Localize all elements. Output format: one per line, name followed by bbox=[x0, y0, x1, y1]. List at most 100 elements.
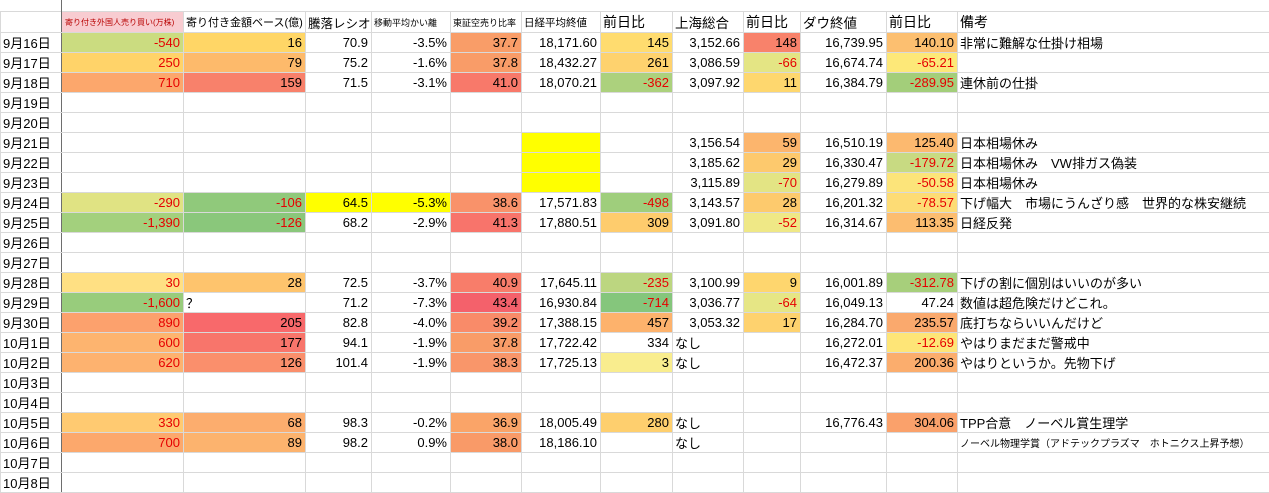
cell-advance-decline-ratio[interactable]: 98.3 bbox=[306, 413, 372, 433]
cell-advance-decline-ratio[interactable]: 71.5 bbox=[306, 73, 372, 93]
cell-nikkei-change[interactable] bbox=[601, 153, 673, 173]
cell-nikkei-change[interactable] bbox=[601, 233, 673, 253]
cell-amount-base[interactable] bbox=[184, 393, 306, 413]
cell-nikkei-close[interactable]: 17,722.42 bbox=[522, 333, 601, 353]
date-cell[interactable]: 9月23日 bbox=[1, 173, 62, 193]
cell-remarks[interactable]: 下げの割に個別はいいのが多い bbox=[958, 273, 1269, 293]
cell-short-selling-ratio[interactable]: 39.2 bbox=[451, 313, 522, 333]
date-cell[interactable]: 10月2日 bbox=[1, 353, 62, 373]
cell-remarks[interactable] bbox=[958, 473, 1269, 493]
cell-remarks[interactable]: やはりというか。先物下げ bbox=[958, 353, 1269, 373]
cell-foreign-trades[interactable] bbox=[62, 473, 184, 493]
cell-dow-close[interactable]: 16,472.37 bbox=[801, 353, 887, 373]
cell-remarks[interactable] bbox=[958, 253, 1269, 273]
cell-shanghai-composite[interactable]: 3,185.62 bbox=[673, 153, 744, 173]
header-foreign-trades[interactable]: 寄り付き外国人売り買い(万株) bbox=[62, 12, 184, 33]
cell-remarks[interactable]: 下げ幅大 市場にうんざり感 世界的な株安継続 bbox=[958, 193, 1269, 213]
cell-short-selling-ratio[interactable] bbox=[451, 253, 522, 273]
cell-shanghai-composite[interactable] bbox=[673, 253, 744, 273]
cell-dow-close[interactable]: 16,739.95 bbox=[801, 33, 887, 53]
cell-dow-change[interactable]: 235.57 bbox=[887, 313, 958, 333]
cell-nikkei-close[interactable] bbox=[522, 233, 601, 253]
cell-ma-divergence[interactable] bbox=[372, 393, 451, 413]
cell-ma-divergence[interactable]: 0.9% bbox=[372, 433, 451, 453]
cell-dow-close[interactable] bbox=[801, 113, 887, 133]
cell-short-selling-ratio[interactable]: 38.3 bbox=[451, 353, 522, 373]
cell-nikkei-change[interactable]: 457 bbox=[601, 313, 673, 333]
cell-dow-close[interactable] bbox=[801, 253, 887, 273]
cell-shanghai-composite[interactable] bbox=[673, 473, 744, 493]
cell-shanghai-change[interactable]: -70 bbox=[744, 173, 801, 193]
cell-dow-close[interactable]: 16,314.67 bbox=[801, 213, 887, 233]
cell-shanghai-composite[interactable] bbox=[673, 113, 744, 133]
cell-ma-divergence[interactable]: -5.3% bbox=[372, 193, 451, 213]
header-moving-average-divergence[interactable]: 移動平均かい離 bbox=[372, 12, 451, 33]
cell-dow-close[interactable] bbox=[801, 373, 887, 393]
cell-ma-divergence[interactable]: -3.1% bbox=[372, 73, 451, 93]
cell-ma-divergence[interactable] bbox=[372, 233, 451, 253]
cell-dow-close[interactable]: 16,201.32 bbox=[801, 193, 887, 213]
cell-shanghai-composite[interactable]: 3,036.77 bbox=[673, 293, 744, 313]
cell-ma-divergence[interactable]: -3.7% bbox=[372, 273, 451, 293]
cell-advance-decline-ratio[interactable] bbox=[306, 393, 372, 413]
cell-nikkei-change[interactable] bbox=[601, 433, 673, 453]
cell-amount-base[interactable] bbox=[184, 133, 306, 153]
cell-nikkei-close[interactable]: 17,880.51 bbox=[522, 213, 601, 233]
cell-shanghai-change[interactable]: -52 bbox=[744, 213, 801, 233]
cell-short-selling-ratio[interactable]: 37.8 bbox=[451, 53, 522, 73]
cell-amount-base[interactable]: 126 bbox=[184, 353, 306, 373]
cell-dow-close[interactable] bbox=[801, 433, 887, 453]
cell-foreign-trades[interactable] bbox=[62, 373, 184, 393]
cell-foreign-trades[interactable]: 330 bbox=[62, 413, 184, 433]
date-cell[interactable]: 9月20日 bbox=[1, 113, 62, 133]
cell-dow-change[interactable] bbox=[887, 253, 958, 273]
cell-remarks[interactable] bbox=[958, 93, 1269, 113]
cell-foreign-trades[interactable]: -1,390 bbox=[62, 213, 184, 233]
cell-advance-decline-ratio[interactable]: 94.1 bbox=[306, 333, 372, 353]
header-dow-close[interactable]: ダウ終値 bbox=[801, 12, 887, 33]
cell-amount-base[interactable]: 16 bbox=[184, 33, 306, 53]
cell-remarks[interactable]: 日本相場休み bbox=[958, 173, 1269, 193]
cell-dow-close[interactable] bbox=[801, 233, 887, 253]
cell-amount-base[interactable]: -106 bbox=[184, 193, 306, 213]
date-cell[interactable]: 10月5日 bbox=[1, 413, 62, 433]
cell-dow-change[interactable]: -312.78 bbox=[887, 273, 958, 293]
cell-amount-base[interactable]: 89 bbox=[184, 433, 306, 453]
cell-shanghai-change[interactable] bbox=[744, 333, 801, 353]
cell-amount-base[interactable]: 205 bbox=[184, 313, 306, 333]
cell-nikkei-change[interactable]: -362 bbox=[601, 73, 673, 93]
cell-shanghai-composite[interactable]: なし bbox=[673, 433, 744, 453]
cell-advance-decline-ratio[interactable] bbox=[306, 133, 372, 153]
cell-amount-base[interactable]: 159 bbox=[184, 73, 306, 93]
cell-ma-divergence[interactable]: -0.2% bbox=[372, 413, 451, 433]
cell-remarks[interactable] bbox=[958, 233, 1269, 253]
cell-nikkei-change[interactable] bbox=[601, 113, 673, 133]
cell-shanghai-change[interactable]: 148 bbox=[744, 33, 801, 53]
cell-dow-close[interactable]: 16,776.43 bbox=[801, 413, 887, 433]
cell-advance-decline-ratio[interactable]: 68.2 bbox=[306, 213, 372, 233]
cell-dow-change[interactable]: -65.21 bbox=[887, 53, 958, 73]
cell-amount-base[interactable]: 177 bbox=[184, 333, 306, 353]
cell-dow-change[interactable]: -179.72 bbox=[887, 153, 958, 173]
cell-amount-base[interactable] bbox=[184, 473, 306, 493]
cell-shanghai-composite[interactable]: なし bbox=[673, 413, 744, 433]
date-cell[interactable]: 9月22日 bbox=[1, 153, 62, 173]
cell-foreign-trades[interactable] bbox=[62, 393, 184, 413]
cell-nikkei-change[interactable]: -714 bbox=[601, 293, 673, 313]
cell-amount-base[interactable]: ？ bbox=[184, 293, 306, 313]
cell-amount-base[interactable] bbox=[184, 373, 306, 393]
cell-shanghai-composite[interactable]: 3,156.54 bbox=[673, 133, 744, 153]
cell-shanghai-composite[interactable]: なし bbox=[673, 333, 744, 353]
cell-nikkei-close[interactable] bbox=[522, 173, 601, 193]
cell-shanghai-composite[interactable]: 3,152.66 bbox=[673, 33, 744, 53]
cell-advance-decline-ratio[interactable] bbox=[306, 253, 372, 273]
cell-foreign-trades[interactable]: 600 bbox=[62, 333, 184, 353]
cell-remarks[interactable]: 数値は超危険だけどこれ。 bbox=[958, 293, 1269, 313]
cell-shanghai-change[interactable] bbox=[744, 473, 801, 493]
header-amount-base[interactable]: 寄り付き金額ベース(億) bbox=[184, 12, 306, 33]
cell-short-selling-ratio[interactable] bbox=[451, 453, 522, 473]
cell-shanghai-change[interactable] bbox=[744, 113, 801, 133]
cell-amount-base[interactable] bbox=[184, 253, 306, 273]
header-shanghai-change[interactable]: 前日比 bbox=[744, 12, 801, 33]
cell-ma-divergence[interactable]: -7.3% bbox=[372, 293, 451, 313]
